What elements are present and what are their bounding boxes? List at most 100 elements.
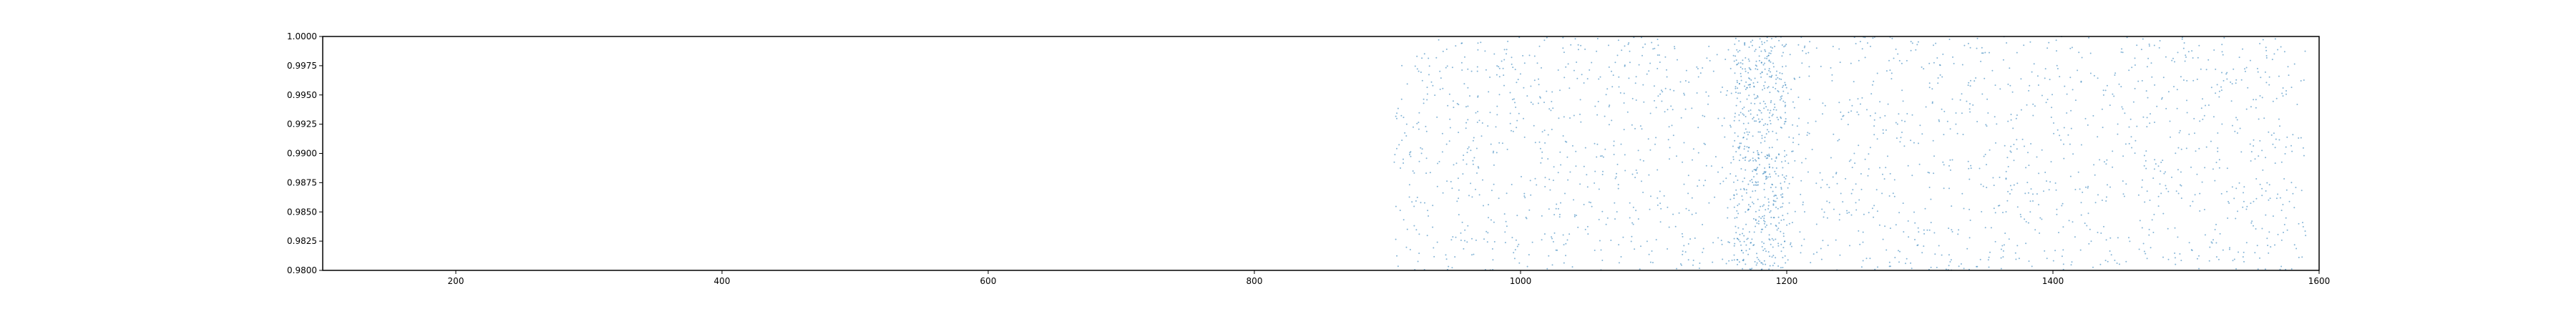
scatter-point (1770, 50, 1772, 52)
scatter-point (2218, 159, 2220, 161)
scatter-point (2117, 237, 2119, 239)
scatter-point (1769, 119, 1771, 122)
scatter-point (1740, 67, 1742, 68)
scatter-point (1511, 57, 1513, 59)
scatter-point (2070, 264, 2072, 266)
scatter-point (2302, 147, 2304, 149)
scatter-point (1749, 86, 1751, 88)
scatter-point (2067, 134, 2069, 136)
scatter-point (1743, 114, 1745, 116)
scatter-point (1760, 231, 1762, 233)
scatter-point (1736, 49, 1738, 51)
scatter-point (1684, 80, 1687, 82)
scatter-point (1751, 179, 1753, 181)
scatter-point (1467, 68, 1469, 70)
scatter-point (2109, 237, 2112, 239)
scatter-point (1820, 247, 1822, 250)
scatter-point (1764, 137, 1766, 139)
scatter-point (1749, 248, 1750, 250)
scatter-point (1777, 265, 1780, 267)
scatter-point (1989, 149, 1991, 151)
scatter-point (1820, 187, 1822, 189)
scatter-point (1787, 162, 1790, 165)
scatter-point (1804, 45, 1806, 47)
scatter-point (1775, 167, 1777, 169)
scatter-point (1773, 200, 1775, 202)
scatter-point (2304, 230, 2306, 232)
scatter-point (1657, 39, 1659, 40)
scatter-point (1496, 74, 1498, 76)
scatter-point (1782, 219, 1785, 221)
scatter-point (2149, 122, 2151, 124)
scatter-point (1707, 103, 1709, 105)
scatter-point (1949, 261, 1951, 263)
scatter-point (1708, 45, 1710, 47)
scatter-point (2280, 210, 2283, 212)
scatter-point (1533, 55, 1536, 57)
scatter-point (1551, 264, 1553, 266)
scatter-point (2288, 74, 2290, 77)
scatter-point (1747, 150, 1749, 152)
scatter-point (2261, 97, 2263, 99)
scatter-point (2008, 238, 2010, 240)
scatter-point (1489, 77, 1491, 78)
scatter-point (2202, 118, 2204, 120)
scatter-point (1767, 87, 1769, 89)
scatter-point (1915, 49, 1917, 51)
scatter-point (1551, 237, 1553, 240)
scatter-point (1506, 53, 1507, 55)
scatter-point (1775, 132, 1777, 134)
scatter-point (1918, 142, 1919, 144)
scatter-point (1543, 233, 1546, 235)
scatter-point (1969, 46, 1971, 49)
scatter-point (1774, 170, 1776, 172)
scatter-point (1885, 70, 1888, 72)
scatter-point (1673, 89, 1675, 92)
scatter-point (1583, 204, 1585, 205)
scatter-point (1876, 72, 1878, 74)
scatter-point (2156, 105, 2158, 107)
scatter-point (1981, 93, 1984, 95)
scatter-point (2053, 122, 2054, 124)
scatter-point (1605, 223, 1607, 225)
scatter-point (2215, 223, 2217, 225)
scatter-point (2129, 118, 2132, 120)
scatter-point (2169, 120, 2171, 122)
scatter-point (1763, 217, 1765, 220)
scatter-point (2267, 245, 2269, 247)
scatter-point (1938, 245, 1940, 247)
scatter-point (1889, 69, 1891, 72)
scatter-point (2177, 192, 2180, 195)
scatter-point (1921, 252, 1923, 254)
scatter-point (1395, 115, 1397, 117)
scatter-point (2232, 260, 2234, 262)
scatter-point (1544, 186, 1546, 187)
scatter-point (1835, 172, 1837, 175)
scatter-point (2177, 236, 2179, 238)
scatter-point (2106, 84, 2108, 87)
scatter-point (2244, 68, 2245, 70)
scatter-point (1800, 180, 1802, 182)
scatter-point (2238, 251, 2239, 253)
scatter-point (2200, 68, 2202, 70)
scatter-point (2186, 112, 2188, 114)
scatter-point (2196, 78, 2198, 80)
scatter-point (1485, 230, 1488, 232)
scatter-point (1536, 62, 1538, 64)
scatter-point (2099, 159, 2101, 161)
scatter-point (1807, 132, 1809, 134)
scatter-point (1697, 76, 1699, 78)
scatter-point (1910, 49, 1912, 52)
scatter-point (2301, 190, 2303, 192)
scatter-point (1981, 211, 1983, 212)
scatter-point (1666, 76, 1668, 78)
scatter-point (2069, 143, 2071, 145)
scatter-point (1623, 129, 1625, 131)
scatter-point (1461, 69, 1463, 71)
scatter-point (2114, 72, 2117, 74)
scatter-point (1868, 212, 1870, 214)
scatter-point (2153, 168, 2155, 170)
scatter-point (1783, 46, 1785, 48)
scatter-point (2148, 228, 2150, 230)
scatter-point (2176, 89, 2178, 91)
